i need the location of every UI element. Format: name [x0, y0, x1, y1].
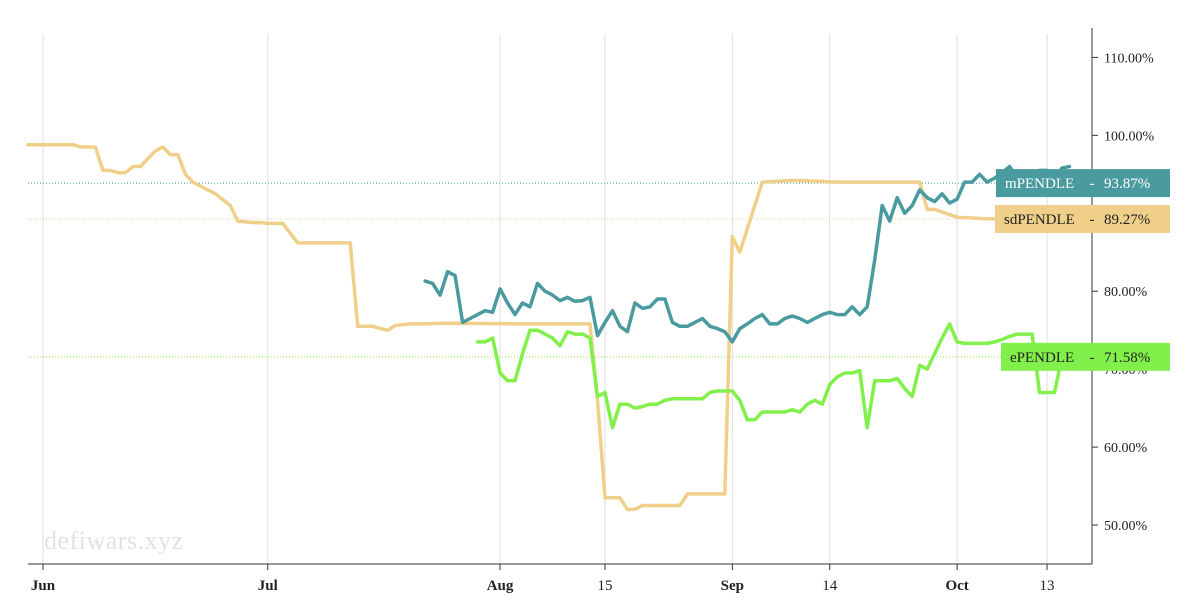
x-tick-label: Oct — [945, 578, 968, 594]
x-tick-label: 15 — [597, 578, 612, 594]
badge-dash: - — [1090, 212, 1095, 228]
badge-dash: - — [1090, 350, 1095, 366]
x-tick-label: Aug — [487, 578, 514, 594]
series-line-ependle — [475, 322, 1072, 430]
y-tick-label: 60.00% — [1104, 441, 1148, 456]
series-line-mpendle — [423, 164, 1072, 344]
last-value-badge-ependle: ePENDLE -71.58% — [1001, 342, 1170, 371]
last-value-labels: sdPENDLE -89.27%mPENDLE -93.87%ePENDLE -71.… — [995, 169, 1170, 371]
y-tick-label: 80.00% — [1104, 285, 1148, 300]
x-tick-label: Jun — [31, 578, 56, 594]
series-name-label: ePENDLE — [1010, 350, 1074, 366]
series-last-value-label: 89.27% — [1104, 212, 1150, 228]
series-layer — [26, 142, 1079, 512]
badge-background — [996, 169, 1170, 198]
last-value-badge-sdpendle: sdPENDLE -89.27% — [995, 204, 1170, 233]
x-tick-label: Sep — [721, 578, 744, 594]
badge-dash: - — [1090, 176, 1095, 192]
watermark: defiwars.xyz — [44, 526, 184, 555]
y-tick-label: 110.00% — [1104, 51, 1154, 66]
series-last-value-label: 71.58% — [1104, 350, 1150, 366]
gridlines — [28, 34, 1092, 564]
x-tick-label: 14 — [822, 578, 838, 594]
series-line-sdpendle — [26, 142, 1079, 512]
x-tick-label: Jul — [258, 578, 278, 594]
x-tick-label: 13 — [1040, 578, 1055, 594]
y-tick-label: 100.00% — [1104, 129, 1155, 144]
badge-background — [995, 204, 1170, 233]
last-value-badge-mpendle: mPENDLE -93.87% — [996, 169, 1170, 198]
y-tick-label: 50.00% — [1104, 519, 1148, 534]
series-name-label: mPENDLE — [1005, 176, 1074, 192]
series-name-label: sdPENDLE — [1004, 212, 1075, 228]
series-last-value-label: 93.87% — [1104, 176, 1150, 192]
badge-background — [1001, 342, 1170, 371]
